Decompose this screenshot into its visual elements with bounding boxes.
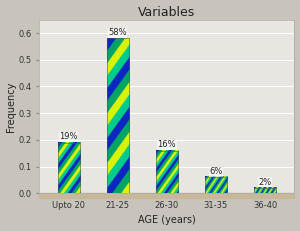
Text: 19%: 19% [59, 132, 78, 141]
Text: 2%: 2% [258, 178, 272, 187]
Text: 16%: 16% [158, 140, 176, 149]
Bar [156, 151, 178, 193]
Bar [205, 177, 227, 193]
Bar [254, 188, 276, 193]
Bar [58, 143, 80, 193]
Bar [107, 38, 129, 193]
Bar [39, 193, 294, 198]
Text: 6%: 6% [209, 167, 223, 176]
Text: 58%: 58% [108, 28, 127, 37]
X-axis label: AGE (years): AGE (years) [138, 216, 196, 225]
Y-axis label: Frequency: Frequency [6, 81, 16, 132]
Title: Variables: Variables [138, 6, 196, 18]
